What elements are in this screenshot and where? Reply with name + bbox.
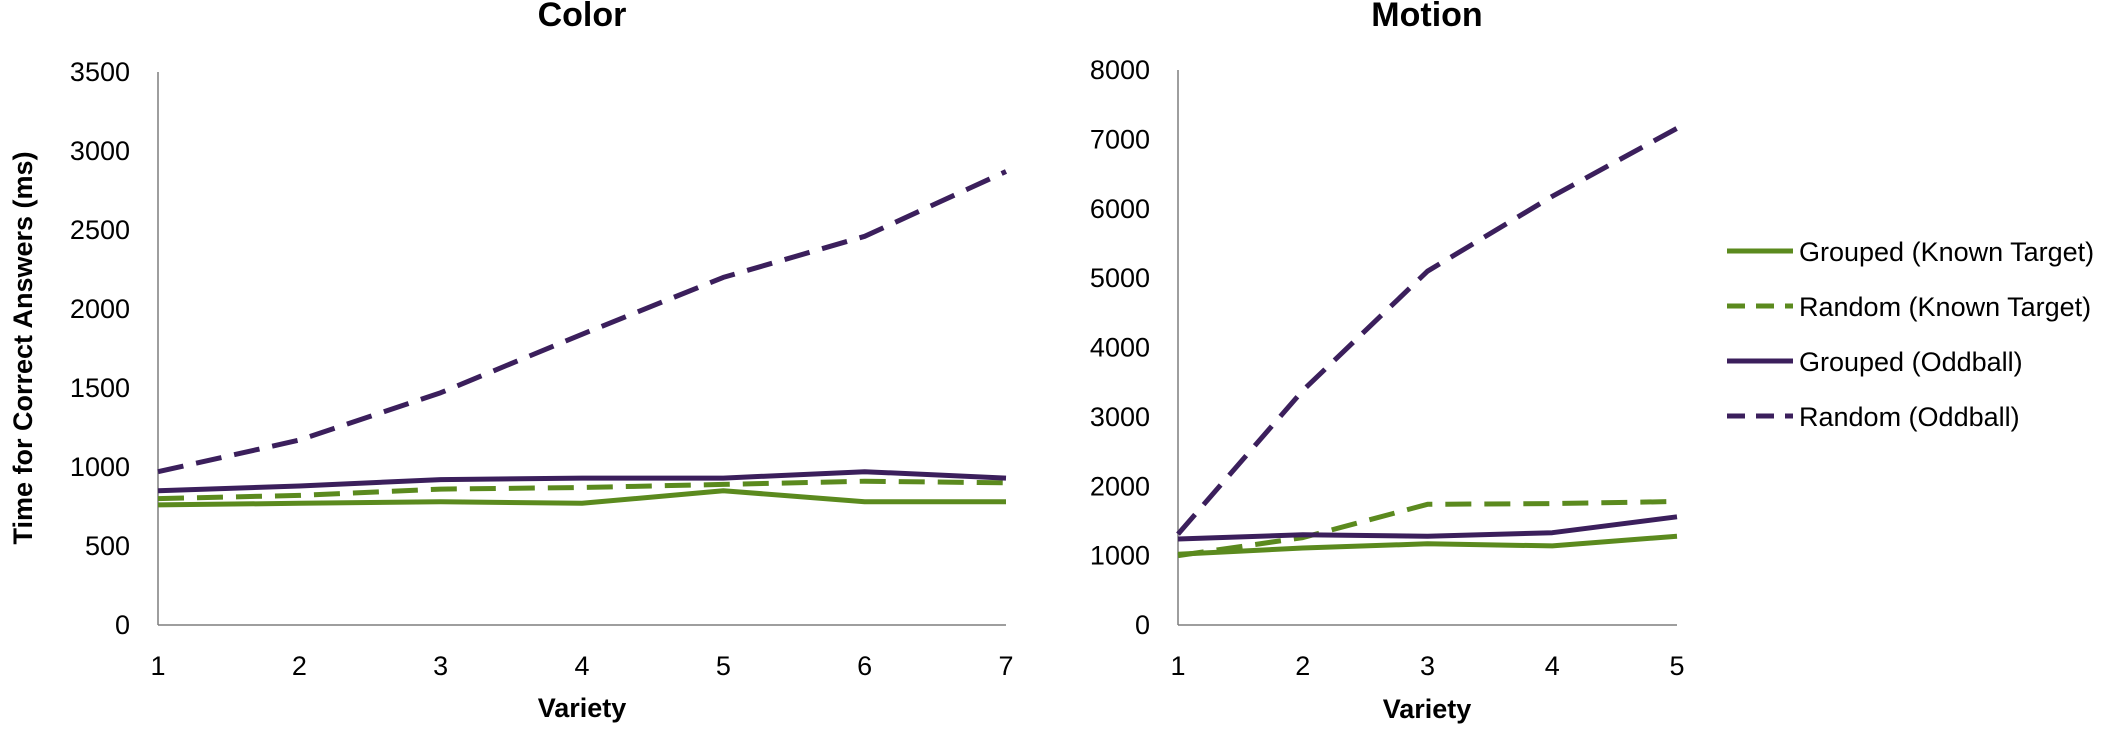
y-tick-label: 1500 — [70, 373, 130, 403]
x-tick-label: 2 — [1295, 651, 1310, 681]
series-line-random-known-target — [157, 478, 1007, 502]
y-tick-label: 6000 — [1090, 194, 1150, 224]
series-line-random-oddball — [1176, 126, 1679, 536]
y-tick-label: 0 — [1135, 610, 1150, 640]
x-tick-label: 5 — [716, 651, 731, 681]
y-tick-label: 3000 — [1090, 402, 1150, 432]
x-tick-label: 3 — [433, 651, 448, 681]
x-tick-label: 2 — [292, 651, 307, 681]
y-tick-label: 2000 — [70, 294, 130, 324]
y-tick-label: 4000 — [1090, 333, 1150, 363]
chart-title: Color — [538, 0, 627, 34]
color-panel: Color Time for Correct Answers (ms) Vari… — [8, 0, 1014, 723]
legend-label: Grouped (Oddball) — [1799, 347, 2023, 377]
legend-label: Random (Known Target) — [1799, 292, 2091, 322]
y-tick-label: 5000 — [1090, 263, 1150, 293]
x-tick-label: 6 — [857, 651, 872, 681]
x-tick-label: 1 — [150, 651, 165, 681]
motion-panel: Motion Variety 0 1000 2000 3000 4000 5000 6000… — [1090, 0, 1685, 724]
plot-area: 0 1000 2000 3000 4000 5000 6000 7000 8000 1 2 3 4 5 — [1090, 55, 1685, 681]
y-axis-title: Time for Correct Answers (ms) — [8, 151, 38, 544]
series-line-random-known-target — [1177, 499, 1678, 559]
series-line-grouped-oddball — [1177, 514, 1678, 542]
x-tick-label: 4 — [574, 651, 589, 681]
series-line-grouped-oddball — [157, 469, 1007, 494]
x-axis-title: Variety — [1383, 694, 1472, 724]
y-tick-label: 2500 — [70, 215, 130, 245]
series-line-grouped-known-target — [157, 488, 1006, 508]
series-line-random-oddball — [157, 169, 1008, 475]
y-tick-label: 3000 — [70, 136, 130, 166]
legend-label: Grouped (Known Target) — [1799, 237, 2094, 267]
y-tick-label: 7000 — [1090, 124, 1150, 154]
x-tick-label: 4 — [1545, 651, 1560, 681]
legend: Grouped (Known Target) Random (Known Targ… — [1727, 237, 2094, 432]
y-tick-label: 0 — [115, 610, 130, 640]
series-line-grouped-known-target — [1177, 533, 1678, 557]
y-tick-label: 1000 — [1090, 541, 1150, 571]
x-tick-label: 1 — [1170, 651, 1185, 681]
y-tick-label: 2000 — [1090, 471, 1150, 501]
y-tick-label: 500 — [85, 531, 130, 561]
chart-title: Motion — [1371, 0, 1482, 34]
y-tick-label: 8000 — [1090, 55, 1150, 85]
x-tick-label: 3 — [1420, 651, 1435, 681]
x-tick-label: 5 — [1669, 651, 1684, 681]
y-tick-label: 1000 — [70, 452, 130, 482]
y-tick-label: 3500 — [70, 57, 130, 87]
x-tick-label: 7 — [998, 651, 1013, 681]
plot-area: 0 500 1000 1500 2000 2500 3000 3500 1 2 3 4 5 6 7 — [70, 57, 1014, 681]
x-axis-title: Variety — [538, 693, 627, 723]
legend-label: Random (Oddball) — [1799, 402, 2020, 432]
